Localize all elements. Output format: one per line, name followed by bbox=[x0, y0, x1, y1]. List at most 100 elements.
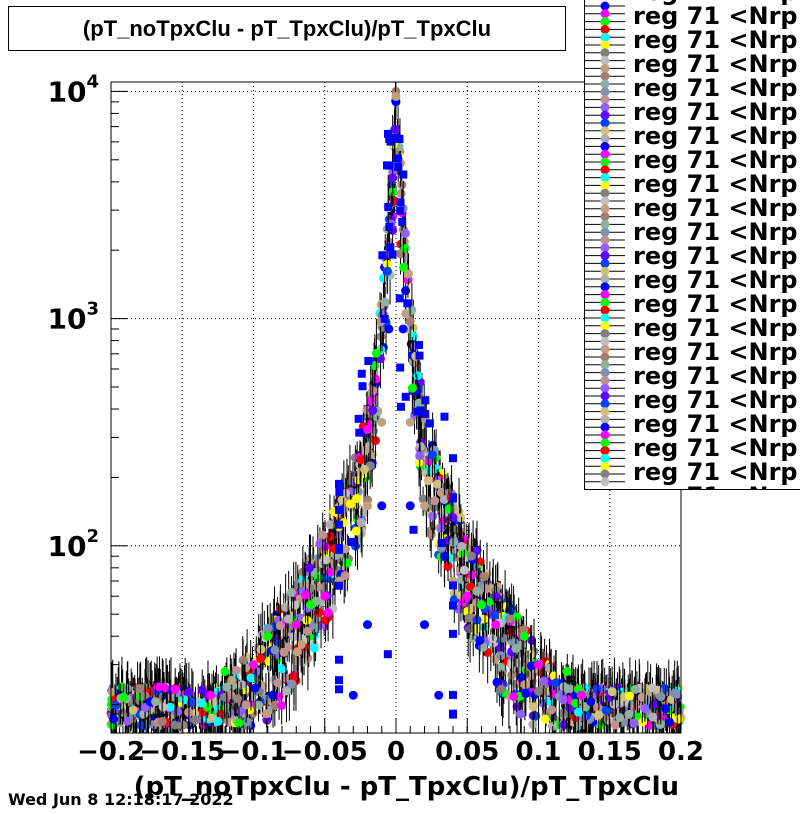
central-point bbox=[395, 134, 404, 143]
legend-label: reg 71 <Nrp bbox=[633, 74, 798, 102]
data-point bbox=[418, 494, 428, 504]
legend-marker bbox=[600, 40, 610, 50]
data-point bbox=[430, 496, 440, 506]
data-point bbox=[109, 714, 119, 724]
central-point bbox=[335, 520, 343, 529]
data-point bbox=[601, 705, 611, 715]
legend-label: reg 71 <Nrp bbox=[633, 314, 798, 342]
central-point bbox=[364, 357, 373, 366]
legend-marker bbox=[600, 274, 610, 284]
data-point bbox=[586, 697, 596, 707]
legend-label: reg 71 <Nrp bbox=[633, 122, 798, 150]
series-point bbox=[420, 620, 429, 630]
data-point bbox=[413, 371, 423, 381]
data-point bbox=[526, 661, 536, 671]
data-point bbox=[382, 266, 392, 276]
legend-marker bbox=[600, 313, 610, 323]
central-point bbox=[403, 299, 412, 308]
data-point bbox=[165, 702, 175, 712]
data-point bbox=[191, 715, 201, 725]
data-point bbox=[400, 243, 410, 253]
data-point bbox=[481, 584, 491, 594]
y-tick-label: 102 bbox=[48, 526, 100, 563]
data-point bbox=[242, 717, 252, 727]
data-point bbox=[231, 665, 241, 675]
legend-label: reg 71 <Nrp bbox=[633, 2, 798, 30]
legend-marker bbox=[600, 71, 610, 81]
data-point bbox=[625, 691, 635, 701]
data-point bbox=[607, 687, 617, 697]
data-point bbox=[573, 707, 583, 717]
legend-marker bbox=[600, 469, 610, 479]
data-point bbox=[216, 709, 226, 719]
timestamp: Wed Jun 8 12:18:17 2022 bbox=[8, 790, 234, 809]
data-point bbox=[286, 587, 296, 597]
central-point bbox=[414, 340, 423, 349]
series-point bbox=[384, 324, 394, 334]
data-point bbox=[362, 424, 372, 434]
data-point bbox=[314, 608, 324, 618]
x-tick-label: −0.1 bbox=[220, 737, 288, 767]
data-point bbox=[511, 643, 521, 653]
data-point bbox=[388, 173, 398, 183]
data-point bbox=[300, 590, 310, 600]
data-point bbox=[213, 716, 223, 726]
data-point bbox=[281, 686, 291, 696]
data-point bbox=[304, 563, 314, 573]
central-point bbox=[440, 412, 449, 421]
central-point bbox=[399, 170, 408, 179]
data-point bbox=[479, 614, 489, 624]
legend-marker bbox=[600, 375, 610, 385]
legend-marker bbox=[600, 118, 610, 128]
central-point bbox=[393, 154, 402, 163]
legend-marker bbox=[600, 165, 610, 175]
legend-label: reg 71 <Nrp bbox=[633, 410, 798, 438]
y-tick-label: 103 bbox=[48, 299, 100, 336]
legend-marker bbox=[600, 422, 610, 432]
central-point bbox=[388, 250, 397, 259]
data-point bbox=[465, 582, 475, 592]
legend-marker bbox=[600, 180, 610, 190]
data-point bbox=[250, 683, 260, 693]
data-point bbox=[592, 684, 602, 694]
data-point bbox=[571, 698, 581, 708]
data-point bbox=[237, 680, 247, 690]
data-point bbox=[309, 643, 319, 653]
data-point bbox=[311, 623, 321, 633]
legend-marker bbox=[600, 446, 610, 456]
legend-marker bbox=[600, 204, 610, 214]
data-point bbox=[423, 476, 433, 486]
data-point bbox=[547, 705, 557, 715]
legend-marker bbox=[600, 141, 610, 151]
data-point bbox=[337, 495, 347, 505]
series-point bbox=[348, 690, 358, 700]
data-point bbox=[414, 457, 424, 467]
data-point bbox=[281, 602, 291, 612]
series-point bbox=[576, 690, 586, 700]
legend-marker bbox=[600, 79, 610, 89]
data-point bbox=[197, 698, 207, 708]
chart-title: (pT_noTpxClu - pT_TpxClu)/pT_TpxClu bbox=[8, 6, 566, 51]
data-point bbox=[262, 709, 272, 719]
data-point bbox=[315, 538, 325, 548]
data-point bbox=[159, 683, 169, 693]
central-point bbox=[395, 294, 404, 303]
data-point bbox=[443, 561, 453, 571]
data-point bbox=[170, 720, 180, 730]
series-point bbox=[249, 660, 258, 670]
legend-marker bbox=[600, 149, 610, 159]
central-point bbox=[425, 419, 434, 428]
data-point bbox=[283, 614, 293, 624]
central-point bbox=[357, 369, 366, 378]
data-point bbox=[610, 720, 620, 730]
legend-marker bbox=[600, 63, 610, 73]
legend-label: reg 71 <Nrp bbox=[633, 484, 798, 489]
data-point bbox=[491, 592, 501, 602]
central-point bbox=[358, 382, 367, 391]
data-point bbox=[325, 520, 335, 530]
data-point bbox=[478, 642, 488, 652]
central-point bbox=[449, 581, 457, 590]
legend-marker bbox=[600, 368, 610, 378]
data-point bbox=[448, 513, 458, 523]
